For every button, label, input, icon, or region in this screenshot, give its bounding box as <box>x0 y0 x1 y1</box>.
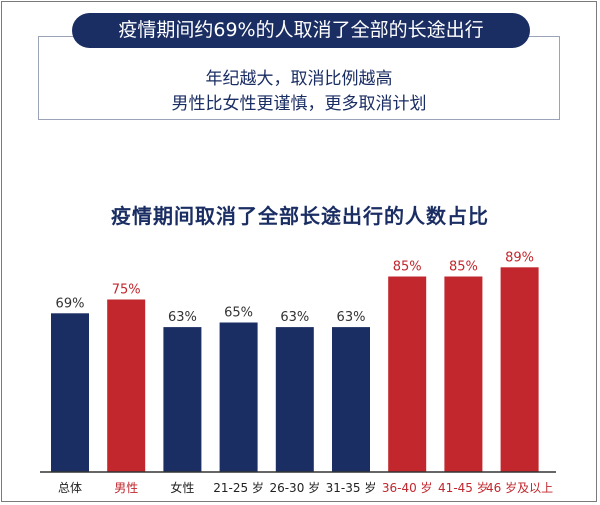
bar-5 <box>332 327 370 472</box>
value-label-6: 85% <box>393 260 422 275</box>
value-label-4: 63% <box>280 310 309 325</box>
bar-1 <box>107 299 146 472</box>
value-label-7: 85% <box>449 260 478 275</box>
category-label-2: 女性 <box>170 480 194 495</box>
bar-6 <box>388 276 427 472</box>
bar-8 <box>500 267 539 472</box>
summary-line-gender: 男性比女性更谨慎，更多取消计划 <box>171 94 427 114</box>
summary-line-age: 年纪越大，取消比例越高 <box>205 69 393 89</box>
chart-title: 疫情期间取消了全部长途出行的人数占比 <box>111 204 489 228</box>
category-label-7: 41-45 岁 <box>438 480 489 495</box>
category-label-6: 36-40 岁 <box>382 480 433 495</box>
value-label-2: 63% <box>168 310 197 325</box>
bar-7 <box>444 276 483 472</box>
category-label-3: 21-25 岁 <box>213 480 264 495</box>
category-label-4: 26-30 岁 <box>269 480 320 495</box>
category-label-0: 总体 <box>58 481 82 495</box>
value-label-1: 75% <box>112 283 141 298</box>
value-label-3: 65% <box>224 306 253 321</box>
value-label-0: 69% <box>56 296 85 311</box>
category-label-8: 46 岁及以上 <box>486 480 553 495</box>
bar-3 <box>219 322 258 472</box>
category-label-1: 男性 <box>114 481 138 495</box>
value-label-8: 89% <box>505 250 534 265</box>
category-label-5: 31-35 岁 <box>326 480 377 495</box>
bar-0 <box>51 313 89 472</box>
bar-4 <box>275 327 314 472</box>
value-label-5: 63% <box>337 310 366 325</box>
bar-2 <box>163 327 202 472</box>
headline-banner: 疫情期间约69%的人取消了全部的长途出行 <box>72 13 530 48</box>
